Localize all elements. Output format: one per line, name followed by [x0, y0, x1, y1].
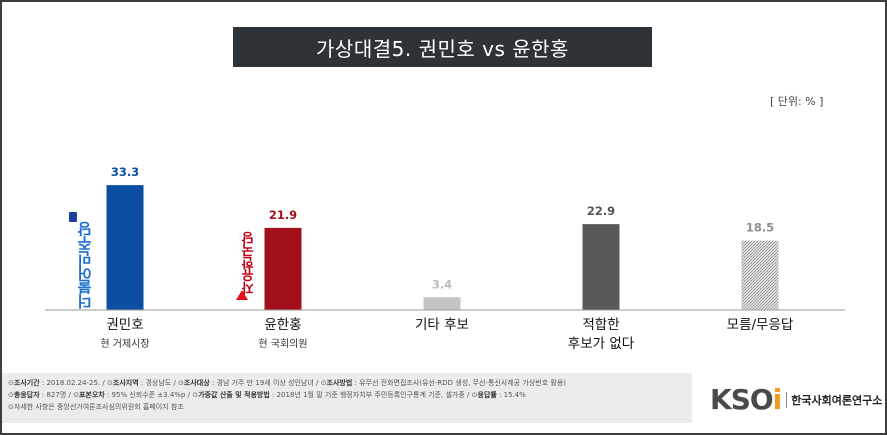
chart-title: 가상대결5. 권민호 vs 윤한홍: [233, 27, 652, 67]
democratic-party-logo: 더불어민주당: [76, 222, 94, 309]
ksoi-logo-mark: KSOi: [710, 383, 782, 416]
footnote-line-2-value-2: 95% 신뢰수준 ±3.4%p: [111, 391, 186, 399]
footnote-line-1-key-2: 조사지역: [112, 379, 139, 387]
liberty-party-logo-icon: [236, 290, 248, 300]
footnote-line-1: ⊙조사기간 : 2018.02.24-25. / ⊙조사지역 : 경상남도 / …: [8, 379, 567, 387]
category-label-1: 권민호: [106, 317, 144, 333]
value-label-5: 18.5: [746, 221, 774, 235]
footnote-line-1-value-4: 유무선 전화면접조사(유선-RDD 생성, 무선-통신사제공 가상번호 활용): [359, 379, 567, 387]
bar-4: [582, 224, 620, 310]
footnote-line-2-key-4: 응답률: [477, 391, 497, 399]
footnote-line-2-key-2: 표본오차: [78, 391, 105, 399]
democratic-party-logo-icon: [69, 212, 77, 222]
footnote-line-1-value-3: 경남 거주 만 19세 이상 성인남녀: [216, 379, 314, 387]
footnote-line-2-value-4: 15.4%: [503, 391, 526, 399]
footnote-line-2: ⊙총응답자 : 827명 / ⊙표본오차 : 95% 신뢰수준 ±3.4%p /…: [8, 391, 526, 399]
category-label-4-line-2: 후보가 없다: [567, 336, 635, 352]
survey-footnote: ⊙조사기간 : 2018.02.24-25. / ⊙조사지역 : 경상남도 / …: [2, 373, 692, 423]
ksoi-logo: KSOi 한국사회여론연구소: [710, 383, 882, 416]
value-label-2: 21.9: [269, 208, 297, 222]
bar-1: [106, 185, 144, 310]
footnote-line-1-key-4: 조사방법: [326, 379, 353, 387]
footnote-line-2-value-1: 827명: [46, 391, 67, 399]
ksoi-logo-name: 한국사회여론연구소: [786, 391, 882, 408]
category-label-4-line-1: 적합한: [582, 317, 620, 333]
footnote-line-1-key-3: 조사대상: [183, 379, 210, 387]
category-label-3: 기타 후보: [415, 317, 469, 333]
value-label-3: 3.4: [432, 277, 452, 291]
bar-5: [741, 240, 779, 310]
bar-2: [264, 227, 302, 310]
footnote-line-2-key-3: 가중값 산출 및 적용방법: [198, 391, 270, 399]
footnote-line-1-value-2: 경상남도: [145, 379, 172, 387]
footnote-line-2-key-1: 총응답자: [13, 391, 40, 399]
value-label-4: 22.9: [587, 204, 615, 218]
unit-label: [ 단위: % ]: [770, 95, 824, 108]
bar-3: [423, 297, 461, 310]
category-label-2: 윤한홍: [264, 317, 302, 333]
value-label-1: 33.3: [111, 165, 139, 179]
liberty-party-logo: 자유한국당: [242, 232, 257, 295]
footnote-line-1-key-1: 조사기간: [13, 379, 40, 387]
footnote-line-3: ⊙자세한 사항은 중앙선거여론조사심의위원회 홈페이지 참조: [8, 403, 184, 411]
footnote-line-2-value-3: 2018년 1월 말 기준 행정자치부 주민등록인구통계 기준, 셀가중: [276, 391, 465, 399]
category-subtitle-1: 현 거제시장: [100, 339, 150, 350]
footnote-line-1-value-1: 2018.02.24-25.: [46, 379, 101, 387]
category-label-5: 모름/무응답: [726, 317, 794, 333]
category-subtitle-2: 현 국회의원: [258, 339, 308, 350]
